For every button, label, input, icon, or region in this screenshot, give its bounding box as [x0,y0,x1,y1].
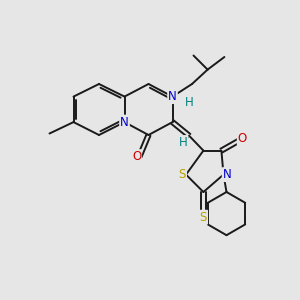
Text: O: O [238,132,247,146]
Text: N: N [120,116,129,129]
Text: N: N [168,90,177,103]
Text: N: N [223,168,232,181]
Text: S: S [200,211,207,224]
Text: S: S [179,168,186,181]
Text: H: H [184,96,194,109]
Text: O: O [132,150,141,163]
Text: H: H [178,136,188,149]
